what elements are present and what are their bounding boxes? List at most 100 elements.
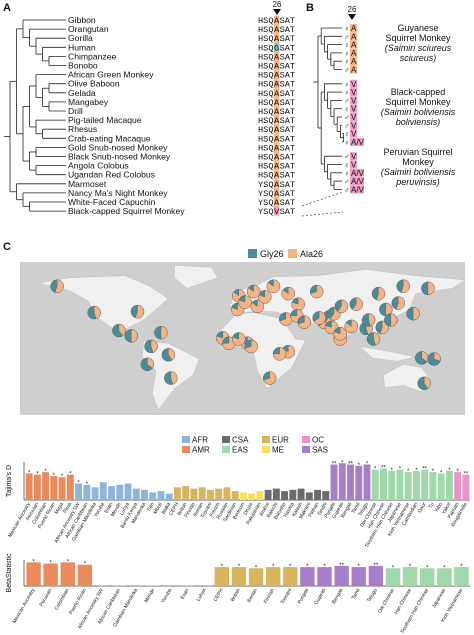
pie-ala26 — [395, 296, 405, 310]
bar — [157, 491, 165, 500]
significance: * — [53, 473, 56, 479]
residue: V — [351, 105, 357, 114]
significance: ** — [381, 465, 386, 471]
sex-symbol: ♂ — [344, 66, 350, 75]
x-tick-label: Pima — [62, 501, 73, 514]
group-name: Guyanese — [397, 23, 438, 33]
pie-ala26 — [160, 325, 168, 340]
legend-label: SAS — [312, 446, 328, 455]
residue-box — [350, 79, 357, 88]
bar — [60, 562, 75, 586]
bar — [334, 565, 349, 586]
species-name: Orangutan — [68, 24, 109, 34]
residue: A — [351, 57, 357, 66]
pie-ala26 — [400, 279, 410, 293]
landmass — [174, 264, 219, 289]
bar — [25, 473, 33, 500]
species-name: Pig-tailed Macaque — [68, 115, 142, 125]
sequence-site: V — [274, 207, 280, 217]
pie-ala26 — [93, 305, 101, 320]
residue-box — [350, 129, 357, 138]
pie-ala26 — [238, 295, 252, 309]
pie-ala26 — [313, 311, 326, 325]
sequence: SAT — [280, 125, 295, 135]
residue: A — [351, 66, 357, 75]
sequence: SAT — [280, 62, 295, 72]
group-species: sciureus) — [400, 53, 437, 63]
residue-box — [350, 40, 357, 49]
sequence-site: A — [274, 162, 280, 172]
bar — [231, 491, 239, 500]
sequence: HSQ — [258, 134, 273, 144]
species-name: Marmoset — [68, 179, 107, 189]
legend-label: AMR — [192, 446, 210, 455]
bar — [363, 464, 371, 500]
group-name: Black-capped — [391, 87, 446, 97]
site-highlight — [273, 51, 280, 61]
species-name: Gelada — [68, 88, 96, 98]
bar — [83, 484, 91, 500]
sequence-site: A — [274, 25, 280, 35]
sequence-site: A — [274, 62, 280, 72]
bar — [149, 492, 157, 500]
bar — [75, 483, 83, 500]
sequence: SAT — [280, 207, 295, 217]
site-highlight — [273, 15, 280, 25]
x-tick-label: Druze — [243, 501, 255, 516]
bar — [163, 585, 178, 586]
group-species: (Saimiri sciureus — [385, 43, 452, 53]
bar — [248, 493, 256, 500]
site-highlight — [273, 61, 280, 70]
significance: * — [306, 564, 309, 570]
sequence: YSQ — [258, 207, 273, 217]
x-tick-label: Dai Chinese — [377, 587, 396, 614]
pie-ala26 — [421, 351, 429, 363]
legend-label: CSA — [232, 436, 249, 445]
bar — [396, 469, 404, 500]
site-highlight — [273, 33, 280, 43]
species-name: Olive Baboon — [68, 79, 120, 89]
y-axis-label: BetaStatistic — [6, 553, 13, 592]
pie-ala26 — [272, 347, 287, 361]
pie-ala26 — [297, 315, 312, 329]
sex-symbol: ♂ — [344, 121, 350, 130]
bar — [300, 567, 315, 586]
sequence: YSQ — [258, 189, 273, 199]
site-highlight — [273, 188, 280, 198]
significance: * — [289, 564, 292, 570]
x-tick-label: Luhya — [196, 587, 208, 602]
species-name: Crab-eating Macaque — [68, 133, 151, 143]
residue-box — [350, 24, 357, 32]
bar — [94, 585, 110, 586]
bar — [412, 470, 420, 500]
pie-ala26 — [131, 329, 138, 343]
sequence: HSQ — [258, 16, 273, 26]
residue-box — [350, 152, 357, 161]
sex-symbol: ♀ — [344, 88, 350, 97]
sequence-site: A — [274, 80, 280, 90]
bar — [305, 492, 313, 500]
significance: * — [426, 565, 429, 571]
bar — [330, 464, 338, 500]
sex-symbol: ♂ — [344, 113, 350, 122]
x-tick-label: San — [146, 501, 156, 512]
sequence-site: A — [274, 107, 280, 117]
residue: A/V — [351, 138, 365, 147]
residue: A — [351, 24, 357, 33]
pie-ala26 — [424, 376, 431, 389]
landmass — [359, 346, 416, 362]
significance: * — [67, 559, 70, 565]
sex-symbol: ♀ — [344, 130, 350, 139]
legend-label: Ala26 — [300, 249, 323, 259]
species-name: Gibbon — [68, 15, 96, 25]
x-tick-label: Bengali — [331, 588, 345, 605]
bar — [404, 472, 412, 500]
significance: * — [86, 482, 89, 488]
residue: A — [351, 49, 357, 58]
sequence: HSQ — [258, 71, 273, 81]
significance: * — [460, 564, 463, 570]
residue: A/V — [351, 169, 365, 178]
significance: ** — [422, 467, 427, 473]
sequence: HSQ — [258, 171, 273, 181]
bar — [58, 477, 66, 500]
